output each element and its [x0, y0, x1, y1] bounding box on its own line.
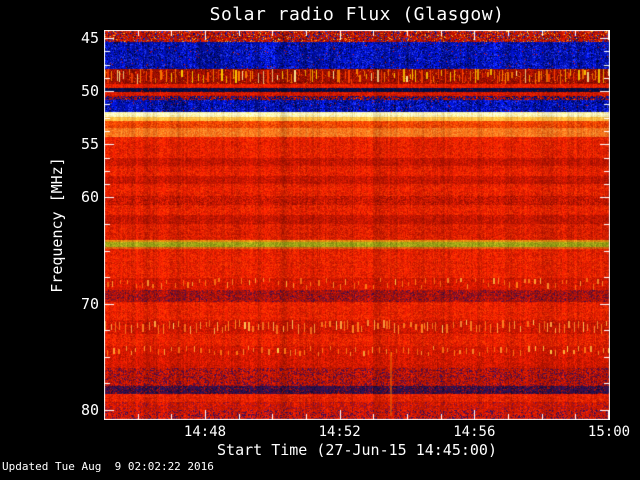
y-tick-label: 60 [80, 188, 99, 206]
x-tick-label: 14:56 [453, 424, 496, 440]
y-tick-label: 55 [80, 135, 99, 153]
y-tick-label: 70 [80, 295, 99, 313]
y-tick-label: 45 [80, 29, 99, 47]
y-tick-label: 50 [80, 82, 99, 100]
chart-title: Solar radio Flux (Glasgow) [209, 4, 505, 25]
x-tick-label: 15:00 [587, 424, 631, 440]
y-axis-title: Frequency [MHz] [48, 157, 66, 293]
x-tick-label: 14:48 [183, 424, 227, 440]
spectrogram-canvas [104, 30, 610, 420]
y-tick-label: 80 [80, 401, 99, 419]
updated-timestamp: Updated Tue Aug 9 02:02:22 2016 [2, 460, 214, 473]
x-tick-label: 14:52 [318, 424, 361, 440]
x-axis-title: Start Time (27-Jun-15 14:45:00) [217, 441, 497, 459]
